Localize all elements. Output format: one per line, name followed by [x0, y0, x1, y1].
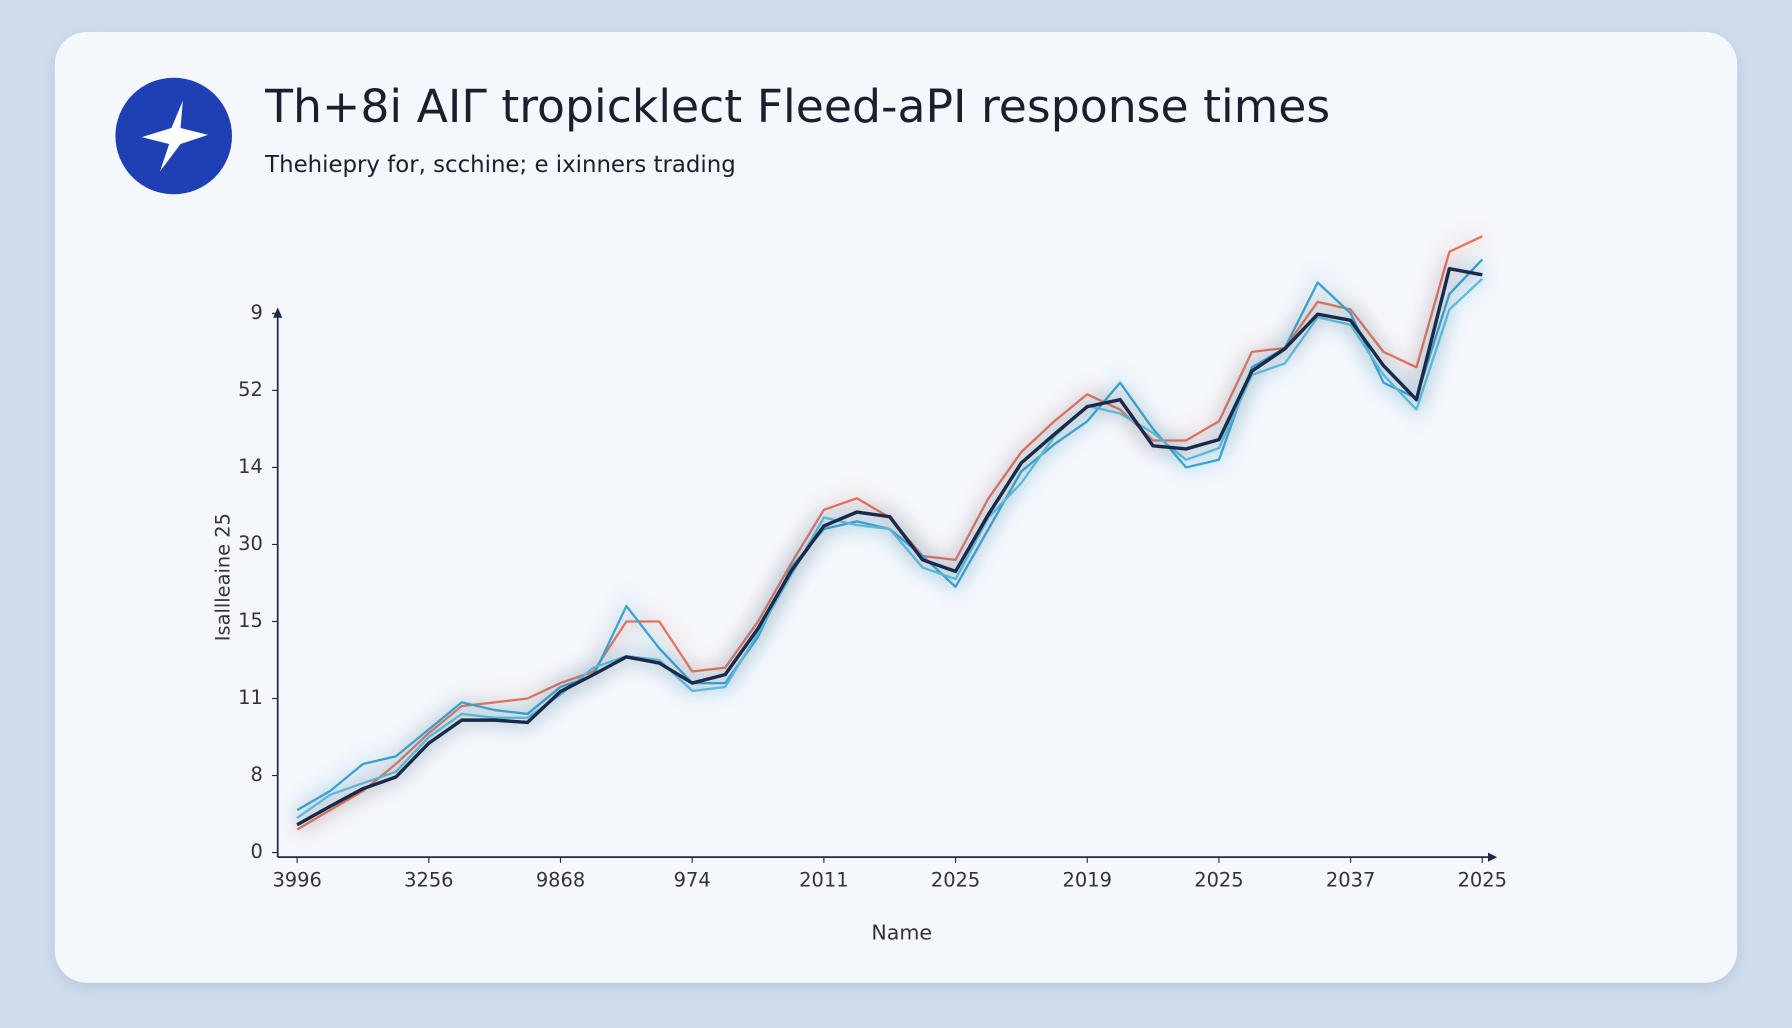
x-tick-label: 974: [674, 869, 711, 892]
y-tick-label: 9: [250, 301, 262, 324]
y-axis-arrow: [273, 307, 283, 318]
line: [296, 266, 1483, 827]
x-tick-label: 2037: [1326, 869, 1375, 892]
chart-subtitle: Thehiepry for, scchine; e ixinners tradi…: [264, 152, 736, 178]
x-tick-label: 2025: [931, 869, 980, 892]
logo-star: [141, 100, 208, 172]
y-tick-label: 30: [238, 532, 263, 555]
y-tick-label: 14: [238, 455, 263, 478]
x-tick-label: 2019: [1063, 869, 1112, 892]
x-tick-label: 9868: [536, 869, 585, 892]
y-tick-label: 52: [238, 378, 263, 401]
x-tick-label: 3256: [404, 869, 453, 892]
y-tick-label: 11: [238, 686, 263, 709]
y-axis-label: Isallleaine 25: [212, 513, 235, 641]
y-tick-label: 8: [250, 763, 262, 786]
x-axis-label: Name: [871, 921, 932, 945]
x-tick-label: 2011: [799, 869, 848, 892]
plot: 0 8 11 15 30 14 52 9 3996 3256 9868 974 2011 2025 2019…: [238, 229, 1507, 892]
x-axis-arrow: [1488, 852, 1498, 862]
x-tick-label: 3996: [272, 869, 321, 892]
chart-title: Th+8i AIΓ tropicklect Fleed-aPI response…: [264, 80, 1330, 133]
card: [54, 32, 1738, 983]
y-tick-label: 0: [250, 840, 262, 863]
x-tick-label: 2025: [1458, 869, 1507, 892]
x-tick-label: 2025: [1194, 869, 1243, 892]
y-tick-label: 15: [238, 609, 263, 632]
